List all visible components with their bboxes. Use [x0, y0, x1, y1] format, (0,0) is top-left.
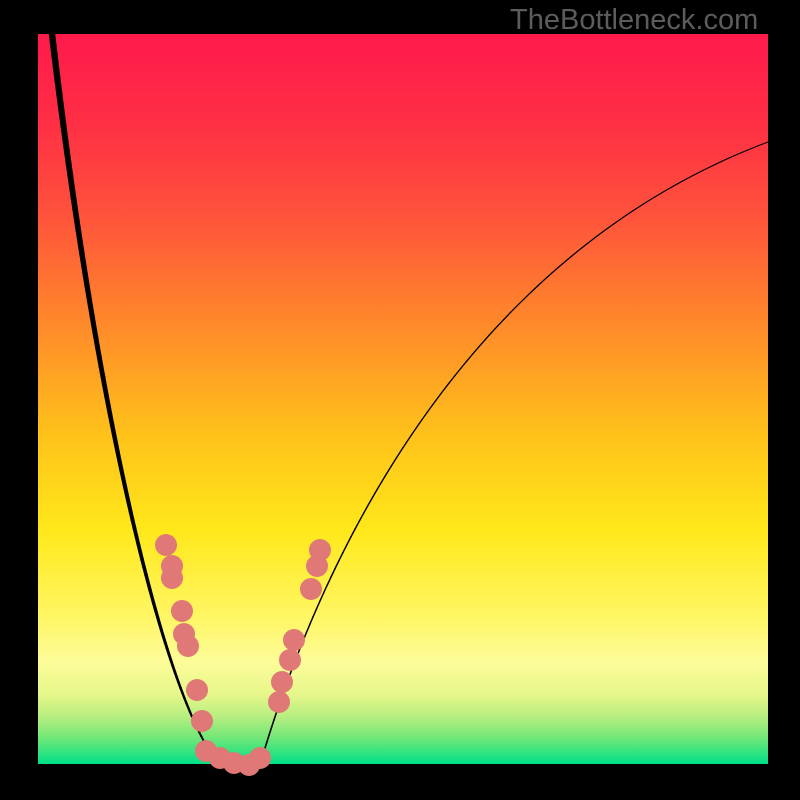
data-point	[161, 567, 183, 589]
data-point	[279, 649, 301, 671]
data-point	[283, 629, 305, 651]
data-point	[177, 635, 199, 657]
data-point	[186, 679, 208, 701]
scatter-dots	[0, 0, 800, 800]
data-point	[155, 534, 177, 556]
data-point	[249, 747, 271, 769]
data-point	[171, 600, 193, 622]
watermark-text: TheBottleneck.com	[510, 4, 758, 37]
data-point	[300, 578, 322, 600]
data-point	[271, 671, 293, 693]
data-point	[268, 691, 290, 713]
data-point	[191, 710, 213, 732]
data-point	[309, 539, 331, 561]
